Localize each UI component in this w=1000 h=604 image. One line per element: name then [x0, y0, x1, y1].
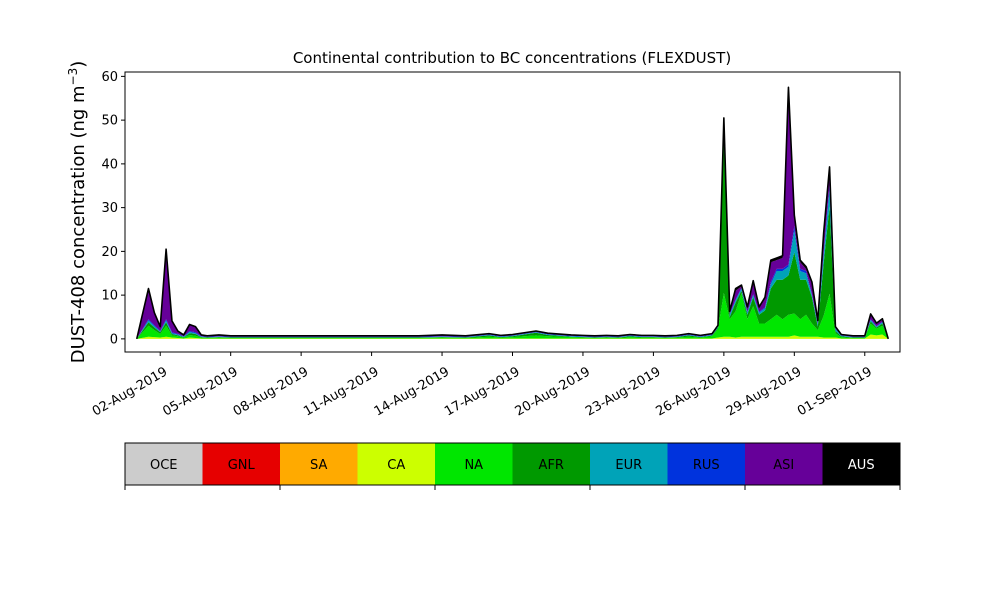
legend-colorbar: OCE GNL SA CA NA AFR EUR RUS ASI AUS: [124, 442, 901, 490]
legend-swatch-rus: [667, 443, 746, 485]
legend-swatch-afr: [512, 443, 591, 485]
y-axis-label-close: ): [68, 61, 89, 68]
legend-frame: [124, 442, 901, 486]
y-tick-label: 40: [101, 157, 118, 172]
legend-label-sa: SA: [310, 458, 327, 473]
x-tick-label: 29-Aug-2019: [724, 364, 804, 419]
chart-title: Continental contribution to BC concentra…: [293, 49, 731, 67]
y-tick-label: 30: [101, 201, 118, 216]
x-tick-label: 11-Aug-2019: [301, 364, 381, 419]
legend-label-gnl: GNL: [228, 458, 256, 473]
total-concentration-line: [135, 86, 890, 340]
legend-label-rus: RUS: [693, 458, 720, 473]
total-line-layer: [135, 86, 890, 340]
legend-label-na: NA: [464, 458, 483, 473]
y-tick-label: 10: [101, 289, 118, 304]
x-tick-label: 05-Aug-2019: [160, 364, 240, 419]
legend-label-ca: CA: [387, 458, 405, 473]
legend-label-afr: AFR: [539, 458, 564, 473]
area-series-na: [136, 292, 889, 339]
y-axis: 0 10 20 30 40 50 60: [101, 70, 125, 347]
legend-swatch-gnl: [202, 443, 281, 485]
x-tick-label: 20-Aug-2019: [513, 364, 593, 419]
legend-label-aus: AUS: [848, 458, 875, 473]
x-tick-label: 02-Aug-2019: [90, 364, 170, 419]
legend-swatch-na: [435, 443, 513, 485]
legend-swatch-asi: [745, 443, 823, 485]
legend-swatch-oce: [125, 443, 203, 485]
area-series-afr: [136, 135, 889, 339]
area-series-ca: [136, 334, 889, 339]
y-axis-label-main: DUST-408 concentration (ng m: [68, 85, 89, 363]
x-axis: 02-Aug-201905-Aug-201908-Aug-201911-Aug-…: [90, 352, 875, 420]
y-tick-label: 50: [101, 114, 118, 129]
x-tick-label: 23-Aug-2019: [583, 364, 663, 419]
legend-label-eur: EUR: [615, 458, 642, 473]
stacked-areas: [136, 87, 889, 339]
y-tick-label: 60: [101, 70, 118, 85]
x-tick-label: 01-Sep-2019: [795, 364, 875, 419]
x-tick-label: 17-Aug-2019: [442, 364, 522, 419]
x-tick-label: 08-Aug-2019: [231, 364, 311, 419]
legend-swatch-sa: [280, 443, 358, 485]
x-tick-label: 14-Aug-2019: [372, 364, 452, 419]
legend-label-asi: ASI: [773, 458, 794, 473]
y-axis-label-superscript: −3: [66, 68, 80, 86]
y-tick-label: 0: [110, 332, 118, 347]
legend-swatch-aus: [822, 443, 901, 485]
x-tick-label: 26-Aug-2019: [654, 364, 734, 419]
legend-label-oce: OCE: [150, 458, 178, 473]
legend-swatch-ca: [357, 443, 436, 485]
y-axis-label: DUST-408 concentration (ng m−3): [66, 61, 89, 364]
legend-swatch-eur: [590, 443, 668, 485]
y-tick-label: 20: [101, 245, 118, 260]
